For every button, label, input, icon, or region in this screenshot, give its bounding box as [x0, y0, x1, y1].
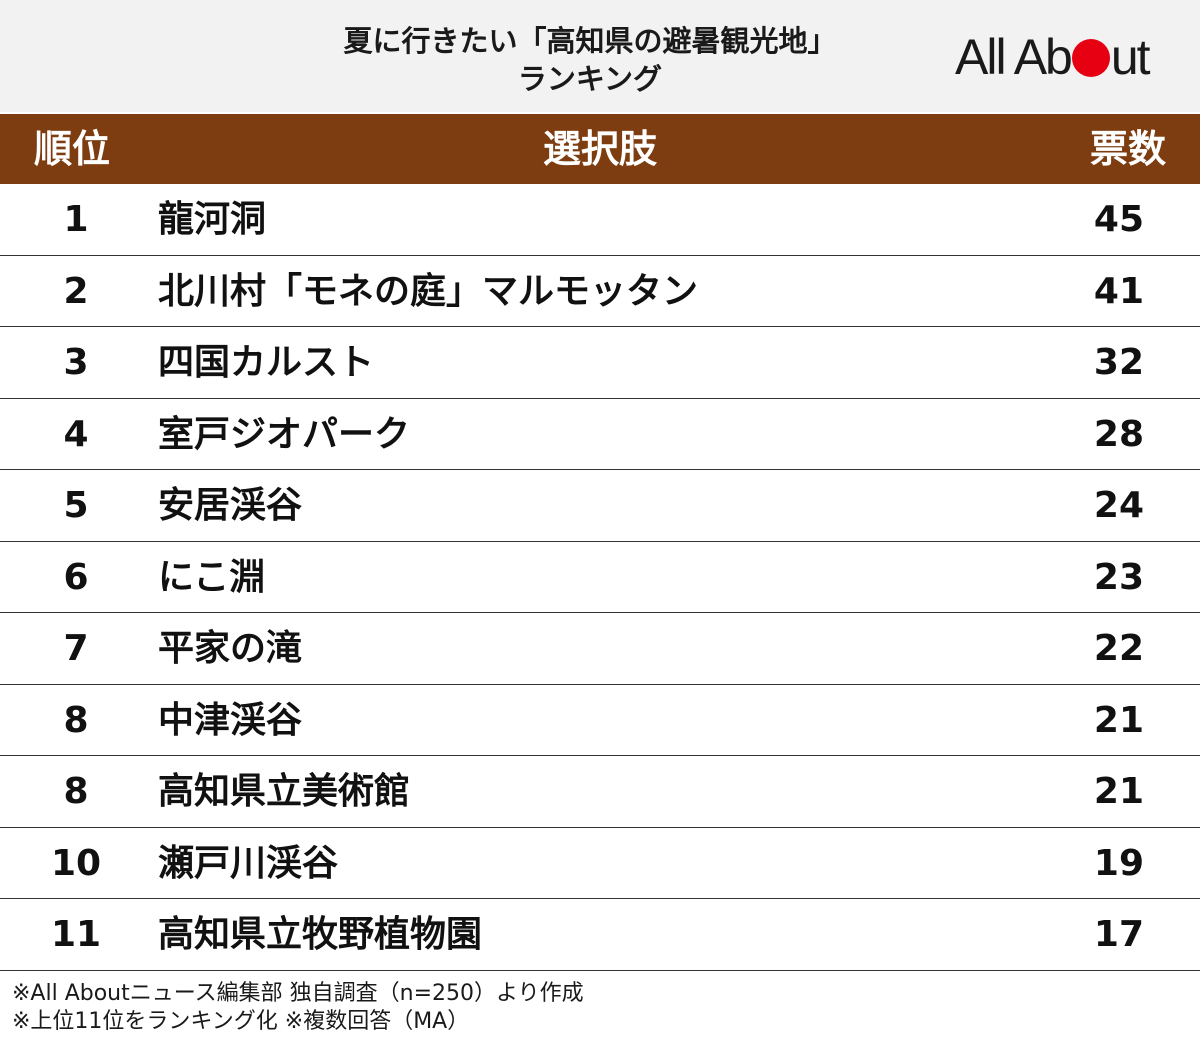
rank-cell: 8 [63, 699, 89, 741]
table-row: 5 安居渓谷 24 [0, 470, 1200, 542]
rank-cell: 11 [50, 914, 102, 955]
votes-cell: 23 [1093, 556, 1144, 598]
table-row: 10 瀬戸川渓谷 19 [0, 828, 1200, 899]
rank-cell: 4 [63, 413, 89, 455]
name-cell: 龍河洞 [158, 199, 267, 240]
name-cell: 四国カルスト [158, 342, 375, 383]
rank-cell: 5 [63, 485, 89, 526]
rank-cell: 2 [63, 270, 89, 312]
votes-cell: 17 [1093, 914, 1144, 955]
rank-cell: 10 [50, 842, 102, 884]
votes-cell: 32 [1093, 342, 1144, 383]
rank-cell: 3 [63, 342, 89, 383]
logo-red-dot-icon [1071, 39, 1110, 77]
ranking-table-body: 1 龍河洞 45 2 北川村「モネの庭」マルモッタン 41 3 四国カルスト 32 4 室戸ジオパー… [0, 184, 1200, 971]
table-row: 7 平家の滝 22 [0, 613, 1200, 685]
name-cell: 平家の滝 [158, 628, 303, 669]
column-header-rank: 順位 [34, 127, 111, 171]
name-cell: 室戸ジオパーク [158, 413, 411, 455]
name-cell: 安居渓谷 [158, 485, 303, 526]
table-row: 1 龍河洞 45 [0, 184, 1200, 256]
column-header-votes: 票数 [1089, 127, 1166, 171]
footer-note-source: ※All Aboutニュース編集部 独自調査（n=250）より作成 [12, 981, 584, 1006]
title-line-1: 夏に行きたい「高知県の避暑観光地」 [343, 24, 837, 58]
votes-cell: 41 [1093, 270, 1144, 312]
name-cell: 北川村「モネの庭」マルモッタン [158, 270, 699, 312]
page-title: 夏に行きたい「高知県の避暑観光地」 ランキング [0, 22, 1200, 98]
name-cell: 瀬戸川渓谷 [158, 842, 339, 884]
rank-cell: 6 [63, 556, 89, 598]
footer-note-method: ※上位11位をランキング化 ※複数回答（MA） [12, 1009, 470, 1034]
title-line-2: ランキング [517, 62, 663, 96]
rank-cell: 8 [63, 771, 89, 812]
table-row: 8 高知県立美術館 21 [0, 756, 1200, 828]
votes-cell: 22 [1093, 628, 1144, 669]
rank-cell: 7 [63, 628, 89, 669]
column-header-choice: 選択肢 [542, 127, 657, 171]
table-header: 選択肢 順位 票数 [0, 114, 1200, 184]
votes-cell: 28 [1093, 413, 1144, 455]
name-cell: にこ淵 [158, 556, 266, 598]
name-cell: 中津渓谷 [158, 699, 303, 741]
table-row: 4 室戸ジオパーク 28 [0, 399, 1200, 470]
table-row: 2 北川村「モネの庭」マルモッタン 41 [0, 256, 1200, 327]
votes-cell: 19 [1093, 842, 1144, 884]
table-row: 6 にこ淵 23 [0, 542, 1200, 613]
all-about-logo: All Ab ut [955, 29, 1151, 85]
table-row: 3 四国カルスト 32 [0, 327, 1200, 399]
votes-cell: 21 [1093, 771, 1144, 812]
name-cell: 高知県立牧野植物園 [158, 914, 483, 955]
footer-notes: ※All Aboutニュース編集部 独自調査（n=250）より作成 ※上位11位… [12, 980, 584, 1036]
votes-cell: 45 [1093, 199, 1144, 240]
table-row: 11 高知県立牧野植物園 17 [0, 899, 1200, 971]
name-cell: 高知県立美術館 [158, 771, 411, 812]
table-row: 8 中津渓谷 21 [0, 685, 1200, 756]
header: 夏に行きたい「高知県の避暑観光地」 ランキング All Ab ut [0, 0, 1200, 112]
votes-cell: 21 [1093, 699, 1144, 741]
votes-cell: 24 [1093, 485, 1144, 526]
rank-cell: 1 [63, 199, 89, 240]
